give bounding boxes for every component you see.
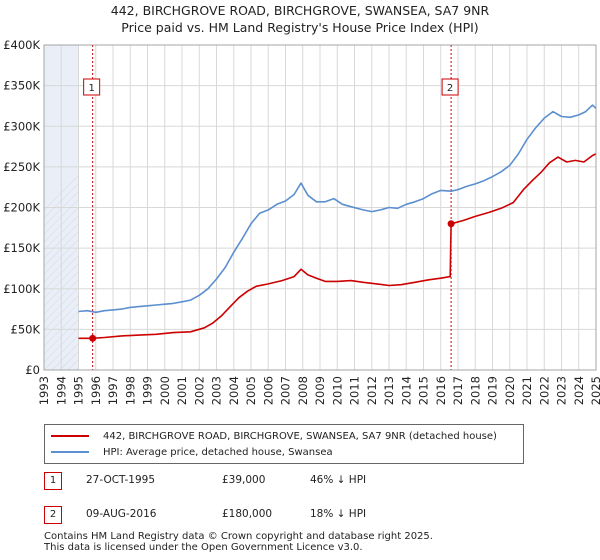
property-price-line bbox=[78, 153, 597, 340]
x-tick-label: 2012 bbox=[365, 376, 379, 405]
x-tick-label: 2019 bbox=[486, 376, 500, 405]
legend-label-hpi: HPI: Average price, detached house, Swan… bbox=[103, 446, 333, 458]
x-tick-label: 2018 bbox=[468, 376, 482, 405]
legend-item-property: 442, BIRCHGROVE ROAD, BIRCHGROVE, SWANSE… bbox=[51, 428, 497, 444]
sale-price: £39,000 bbox=[222, 474, 266, 486]
sale-marker-label: 1 bbox=[88, 83, 94, 94]
footer-copyright: Contains HM Land Registry data © Crown c… bbox=[44, 531, 433, 542]
x-tick-label: 2009 bbox=[313, 376, 327, 405]
x-tick-label: 1996 bbox=[89, 376, 103, 405]
sale-row: 1 27-OCT-1995 £39,000 46% ↓ HPI bbox=[44, 472, 464, 492]
x-tick-label: 1998 bbox=[123, 376, 137, 405]
x-tick-label: 2021 bbox=[520, 376, 534, 405]
shade-hatch bbox=[44, 311, 79, 347]
y-tick-label: £300K bbox=[3, 119, 40, 133]
legend-item-hpi: HPI: Average price, detached house, Swan… bbox=[51, 444, 333, 460]
sale-row: 2 09-AUG-2016 £180,000 18% ↓ HPI bbox=[44, 506, 464, 526]
x-tick-label: 2022 bbox=[537, 376, 551, 405]
x-tick-label: 2013 bbox=[382, 376, 396, 405]
legend-swatch-property bbox=[51, 435, 89, 437]
shade-hatch bbox=[44, 303, 79, 339]
y-tick-label: £400K bbox=[3, 38, 40, 52]
footer: Contains HM Land Registry data © Crown c… bbox=[44, 531, 433, 553]
x-tick-label: 2000 bbox=[158, 376, 172, 405]
x-tick-label: 2017 bbox=[451, 376, 465, 405]
x-tick-label: 1994 bbox=[54, 376, 68, 405]
y-tick-label: £350K bbox=[3, 79, 40, 93]
sale-date: 09-AUG-2016 bbox=[86, 508, 157, 520]
sale-marker-label: 2 bbox=[447, 83, 453, 94]
x-tick-label: 2006 bbox=[261, 376, 275, 405]
x-tick-label: 1997 bbox=[106, 376, 120, 405]
x-tick-label: 2008 bbox=[296, 376, 310, 405]
x-tick-label: 2025 bbox=[589, 376, 600, 405]
legend-label-property: 442, BIRCHGROVE ROAD, BIRCHGROVE, SWANSE… bbox=[103, 430, 497, 442]
x-tick-label: 2001 bbox=[175, 376, 189, 405]
shade-hatch bbox=[44, 287, 79, 323]
footer-licence: This data is licensed under the Open Gov… bbox=[44, 542, 363, 553]
y-tick-label: £150K bbox=[3, 241, 40, 255]
x-tick-label: 2004 bbox=[227, 376, 241, 405]
plot-border bbox=[43, 44, 597, 371]
x-tick-label: 2002 bbox=[192, 376, 206, 405]
y-tick-label: £200K bbox=[3, 201, 40, 215]
x-tick-label: 2024 bbox=[572, 376, 586, 405]
sale-marker-box bbox=[83, 78, 101, 96]
x-tick-label: 1999 bbox=[141, 376, 155, 405]
sale-hpi-diff: 46% ↓ HPI bbox=[310, 474, 367, 486]
x-tick-label: 2016 bbox=[434, 376, 448, 405]
x-tick-label: 2005 bbox=[244, 376, 258, 405]
sale-point bbox=[89, 334, 97, 342]
hpi-line bbox=[78, 104, 597, 314]
x-tick-label: 2003 bbox=[210, 376, 224, 405]
x-tick-label: 1993 bbox=[37, 376, 51, 405]
sale-marker-box bbox=[441, 78, 459, 96]
x-tick-label: 2023 bbox=[555, 376, 569, 405]
legend: 442, BIRCHGROVE ROAD, BIRCHGROVE, SWANSE… bbox=[44, 424, 524, 464]
sale-price: £180,000 bbox=[222, 508, 273, 520]
x-tick-label: 2007 bbox=[279, 376, 293, 405]
y-tick-label: £250K bbox=[3, 160, 40, 174]
x-tick-label: 2015 bbox=[417, 376, 431, 405]
y-tick-label: £0 bbox=[25, 363, 40, 377]
sale-number-badge: 2 bbox=[44, 506, 62, 524]
sale-number-badge: 1 bbox=[44, 472, 62, 490]
shade-hatch bbox=[44, 295, 79, 331]
chart-title: 442, BIRCHGROVE ROAD, BIRCHGROVE, SWANSE… bbox=[110, 3, 490, 18]
chart-subtitle: Price paid vs. HM Land Registry's House … bbox=[121, 20, 479, 35]
x-tick-label: 2020 bbox=[503, 376, 517, 405]
x-tick-label: 2011 bbox=[348, 376, 362, 405]
y-tick-label: £100K bbox=[3, 282, 40, 296]
sale-hpi-diff: 18% ↓ HPI bbox=[310, 508, 367, 520]
sale-date: 27-OCT-1995 bbox=[86, 474, 155, 486]
sale-point bbox=[447, 220, 455, 228]
x-tick-label: 2010 bbox=[330, 376, 344, 405]
x-tick-label: 1995 bbox=[72, 376, 86, 405]
x-tick-label: 2014 bbox=[399, 376, 413, 405]
y-tick-label: £50K bbox=[11, 322, 41, 336]
legend-swatch-hpi bbox=[51, 451, 89, 453]
price-chart: £0 £50K £100K £150K £200K £250K £300K £350K £400… bbox=[3, 38, 600, 405]
